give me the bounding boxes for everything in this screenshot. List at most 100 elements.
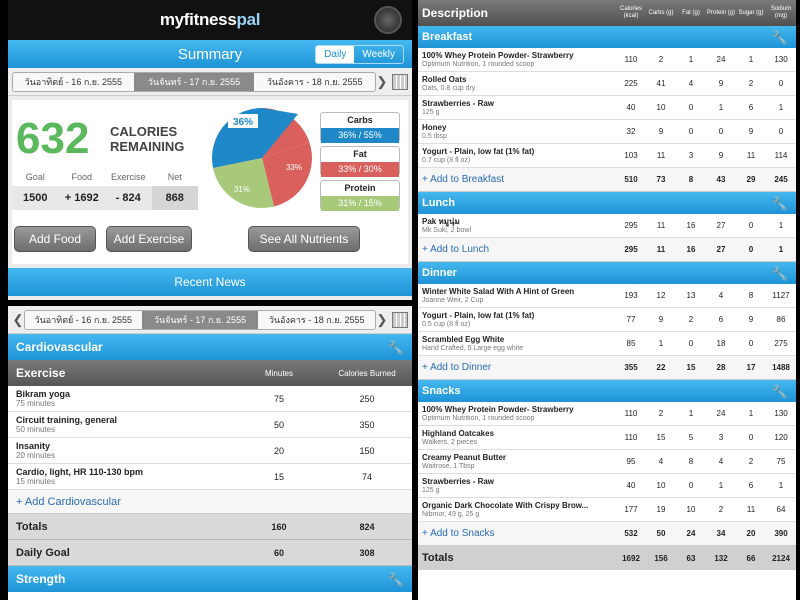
daily-goal-row: Daily Goal 60 308: [8, 540, 412, 566]
nutrient-value: 1: [778, 221, 784, 230]
see-all-nutrients-button[interactable]: See All Nutrients: [248, 226, 360, 252]
table-row[interactable]: Insanity 20 minutes 20 150: [8, 438, 412, 464]
exercise-duration: 15 minutes: [16, 476, 56, 486]
date-segments: วันอาทิตย์ - 16 ก.ย. 2555 วันจันทร์ - 17…: [12, 71, 376, 92]
nutrient-value: 225: [624, 79, 638, 88]
table-row[interactable]: Bikram yoga 75 minutes 75 250: [8, 386, 412, 412]
exercise-date-segments: วันอาทิตย์ - 16 ก.ย. 2555 วันจันทร์ - 17…: [24, 309, 376, 330]
nutrient-value: 4: [718, 457, 724, 466]
calendar-icon[interactable]: [392, 311, 408, 328]
meal-total-value: 34: [716, 529, 726, 538]
add-food-button[interactable]: Add Food: [14, 226, 96, 252]
nutrient-value: 27: [716, 221, 726, 230]
add-food-link[interactable]: + Add to Snacks: [422, 528, 495, 539]
table-row[interactable]: Circuit training, general 50 minutes 50 3…: [8, 412, 412, 438]
meal-total-value: 390: [774, 529, 788, 538]
nutrient-value: 40: [626, 481, 636, 490]
home-button[interactable]: [374, 6, 402, 34]
list-item[interactable]: Scrambled Egg White Hand Crafted, 5 Large…: [418, 332, 796, 356]
list-item[interactable]: Strawberries - Raw 125 g 40 10 0 1 6 1: [418, 474, 796, 498]
nutrient-value: 24: [716, 55, 726, 64]
meal-total-value: 510: [624, 175, 638, 184]
meal-total-value: 50: [656, 529, 666, 538]
exercise-minutes: 75: [273, 393, 284, 404]
meal-add-row: + Add to Breakfast 510 73 8 43 29 245: [418, 168, 796, 192]
nutrient-value: 110: [624, 433, 638, 442]
carbs-card[interactable]: Carbs 36% / 55%: [320, 112, 400, 143]
wrench-icon[interactable]: 🔧: [771, 196, 788, 211]
chevron-right-icon[interactable]: ❯: [376, 73, 388, 89]
list-item[interactable]: Yogurt - Plain, low fat (1% fat) 0.5 cup …: [418, 308, 796, 332]
meal-total-value: 17: [746, 363, 756, 372]
chevron-right-icon[interactable]: ❯: [376, 311, 388, 327]
wrench-icon[interactable]: 🔧: [771, 266, 788, 281]
list-item[interactable]: Yogurt - Plain, low fat (1% fat) 0.7 cup …: [418, 144, 796, 168]
chevron-left-icon[interactable]: ❮: [12, 311, 24, 327]
wrench-icon[interactable]: 🔧: [387, 572, 404, 587]
goal-header: Goal: [25, 172, 45, 182]
weekly-tab[interactable]: Weekly: [362, 49, 395, 60]
list-item[interactable]: Strawberries - Raw 125 g 40 10 0 1 6 1: [418, 96, 796, 120]
exercise-duration: 20 minutes: [16, 450, 56, 460]
nutrient-value: 11: [746, 505, 756, 514]
list-item[interactable]: Honey 0.5 tbsp 32 9 0 0 9 0: [418, 120, 796, 144]
daily-tab[interactable]: Daily: [316, 46, 355, 63]
total-value: 2124: [772, 553, 790, 563]
nutrient-value: 1: [688, 409, 694, 418]
nutrient-value: 1: [778, 103, 784, 112]
date-navigator: วันอาทิตย์ - 16 ก.ย. 2555 วันจันทร์ - 17…: [8, 68, 412, 96]
list-item[interactable]: Rolled Oats Oats, 0.8 cup dry 225 41 4 9 2 0: [418, 72, 796, 96]
list-item[interactable]: 100% Whey Protein Powder- Strawberry Opti…: [418, 402, 796, 426]
fat-card[interactable]: Fat 33% / 30%: [320, 146, 400, 177]
wrench-icon[interactable]: 🔧: [771, 30, 788, 45]
add-food-link[interactable]: + Add to Breakfast: [422, 174, 504, 185]
food-name: 100% Whey Protein Powder- Strawberry: [422, 50, 574, 60]
date-current[interactable]: วันจันทร์ - 17 ก.ย. 2555: [133, 72, 255, 91]
date-prev[interactable]: วันอาทิตย์ - 16 ก.ย. 2555: [24, 76, 123, 87]
calories-remaining-label: CALORIES REMAINING: [110, 124, 185, 154]
food-name: Yogurt - Plain, low fat (1% fat): [422, 146, 535, 156]
table-row[interactable]: Cardio, light, HR 110-130 bpm 15 minutes …: [8, 464, 412, 490]
wrench-icon[interactable]: 🔧: [387, 340, 404, 355]
list-item[interactable]: Organic Dark Chocolate With Crispy Brow.…: [418, 498, 796, 522]
carbs-value: 36% / 55%: [321, 128, 399, 143]
calendar-icon[interactable]: [392, 73, 408, 90]
exercise-minutes: 50: [273, 419, 284, 430]
pie-label-carbs: 36%: [233, 117, 253, 128]
add-food-link[interactable]: + Add to Lunch: [422, 244, 490, 255]
nutrient-value: 177: [624, 505, 638, 514]
nutrient-value: 0: [688, 127, 694, 136]
pie-slice-fat-2: [262, 142, 312, 207]
date-prev[interactable]: วันอาทิตย์ - 16 ก.ย. 2555: [34, 314, 133, 325]
nutrient-value: 4: [688, 79, 694, 88]
exercise-calories: 250: [359, 393, 375, 404]
total-value: 1692: [622, 553, 640, 563]
exercise-list: Bikram yoga 75 minutes 75 250 Circuit tra…: [8, 386, 412, 490]
date-next[interactable]: วันอังคาร - 18 ก.ย. 2555: [268, 314, 365, 325]
nutrient-value: 120: [774, 433, 788, 442]
add-food-link[interactable]: + Add to Dinner: [422, 362, 492, 373]
list-item[interactable]: Highland Oatcakes Walkers, 2 pieces 110 15 5…: [418, 426, 796, 450]
food-serving: Walkers, 2 pieces: [422, 438, 477, 446]
nutrient-value: 0: [748, 433, 754, 442]
food-name: Organic Dark Chocolate With Crispy Brow.…: [422, 500, 589, 510]
nutrient-value: 64: [776, 505, 786, 514]
date-current[interactable]: วันจันทร์ - 17 ก.ย. 2555: [141, 310, 259, 329]
nutrient-value: 1: [748, 55, 754, 64]
list-item[interactable]: Winter White Salad With A Hint of Green J…: [418, 284, 796, 308]
date-next[interactable]: วันอังคาร - 18 ก.ย. 2555: [266, 76, 363, 87]
list-item[interactable]: 100% Whey Protein Powder- Strawberry Opti…: [418, 48, 796, 72]
nutrient-value: 114: [774, 151, 788, 160]
protein-card[interactable]: Protein 31% / 15%: [320, 180, 400, 211]
app-header: myfitnesspal: [8, 0, 412, 40]
food-name: Strawberries - Raw: [422, 476, 495, 486]
list-item[interactable]: Pak หมูนุ่ม Mk Suki, 2 bowl 295 11 16 27 0 1: [418, 214, 796, 238]
exercise-calories: 150: [359, 445, 375, 456]
wrench-icon[interactable]: 🔧: [771, 384, 788, 399]
add-cardiovascular-link[interactable]: + Add Cardiovascular: [8, 490, 412, 514]
recent-news-bar[interactable]: Recent News: [8, 268, 412, 296]
list-item[interactable]: Creamy Peanut Butter Waitrose, 1 Tbsp 95 4 8…: [418, 450, 796, 474]
add-exercise-button[interactable]: Add Exercise: [106, 226, 192, 252]
total-value: 132: [714, 553, 728, 563]
meal-total-value: 28: [716, 363, 726, 372]
